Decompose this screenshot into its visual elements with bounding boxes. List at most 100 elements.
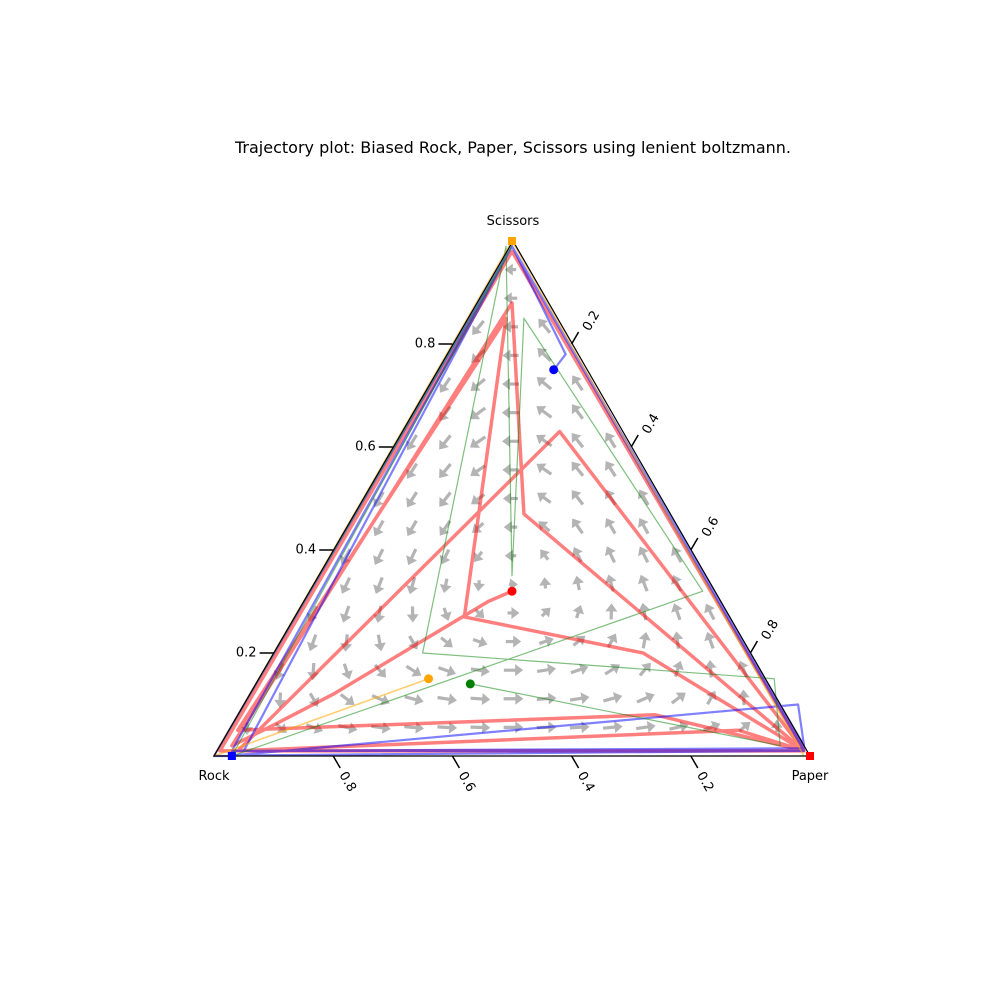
chart-title: Trajectory plot: Biased Rock, Paper, Sci… bbox=[234, 138, 791, 157]
field-arrow-head bbox=[474, 608, 485, 619]
field-arrow-head bbox=[470, 494, 481, 505]
field-arrow-head bbox=[406, 497, 417, 508]
field-arrow-head bbox=[544, 635, 554, 647]
field-arrow-head bbox=[472, 325, 482, 336]
tick-label: 0.4 bbox=[574, 769, 597, 794]
field-arrow-head bbox=[672, 660, 684, 671]
field-arrow-head bbox=[578, 663, 589, 675]
field-arrow-head bbox=[536, 434, 547, 445]
field-arrow-head bbox=[340, 613, 352, 623]
markers bbox=[227, 237, 814, 760]
field-arrow-head bbox=[638, 574, 650, 585]
field-arrow-head bbox=[406, 614, 419, 623]
field-arrow-head bbox=[504, 263, 513, 276]
tick-mark bbox=[749, 640, 759, 654]
field-arrow-head bbox=[274, 699, 287, 709]
tick-label: 0.4 bbox=[640, 411, 663, 436]
simplex-boundary bbox=[212, 239, 812, 757]
field-arrow-head bbox=[470, 381, 481, 391]
field-arrow-head bbox=[481, 693, 491, 706]
field-arrow-head bbox=[502, 463, 511, 476]
field-arrow-head bbox=[604, 574, 617, 584]
field-arrow-head bbox=[472, 582, 485, 592]
field-arrow-head bbox=[470, 466, 481, 477]
field-arrow-head bbox=[306, 641, 319, 652]
field-arrow-head bbox=[340, 583, 351, 594]
trajectory-end-marker bbox=[508, 237, 516, 245]
field-arrow-head bbox=[440, 611, 452, 621]
field-arrow-head bbox=[373, 614, 386, 624]
field-arrow-head bbox=[503, 521, 512, 534]
field-arrow-head bbox=[406, 468, 417, 479]
field-arrow-head bbox=[646, 720, 656, 733]
vertex-label-paper: Paper bbox=[792, 769, 829, 784]
field-arrow-head bbox=[439, 439, 449, 450]
field-arrow-head bbox=[373, 526, 384, 537]
tick-label: 0.8 bbox=[336, 769, 359, 794]
field-arrow-head bbox=[604, 432, 616, 443]
field-arrow-head bbox=[704, 631, 716, 642]
field-arrow-head bbox=[604, 546, 616, 557]
tick-label: 0.6 bbox=[455, 769, 478, 794]
vector-field bbox=[241, 263, 783, 736]
field-arrow-head bbox=[515, 664, 524, 677]
field-arrow-head bbox=[547, 663, 557, 676]
field-arrow-head bbox=[439, 382, 450, 393]
field-arrow-head bbox=[704, 659, 717, 669]
field-arrow-head bbox=[571, 490, 582, 501]
field-arrow-head bbox=[604, 461, 616, 472]
tick-mark bbox=[332, 755, 341, 769]
field-arrow-head bbox=[414, 693, 424, 706]
field-arrow-head bbox=[406, 555, 418, 566]
field-arrow-head bbox=[571, 461, 582, 472]
tick-label: 0.6 bbox=[355, 440, 376, 455]
field-arrow-head bbox=[644, 692, 655, 704]
field-arrow-head bbox=[571, 404, 582, 415]
field-arrow-head bbox=[675, 692, 686, 703]
vertex-label-scissors: Scissors bbox=[487, 214, 540, 229]
field-arrow-head bbox=[614, 721, 623, 734]
field-arrow-head bbox=[612, 692, 623, 704]
trajectory-start-point bbox=[549, 365, 559, 375]
tick-label: 0.2 bbox=[580, 308, 603, 333]
field-arrow-head bbox=[540, 607, 551, 618]
field-arrow-head bbox=[539, 577, 552, 586]
field-arrow-head bbox=[406, 526, 417, 537]
tick-label: 0.2 bbox=[236, 646, 257, 661]
field-arrow-head bbox=[638, 631, 651, 641]
field-arrow-head bbox=[376, 667, 386, 678]
field-arrow-head bbox=[406, 440, 417, 451]
tick-mark bbox=[570, 755, 580, 769]
field-arrow-head bbox=[704, 603, 715, 614]
field-arrow-head bbox=[638, 546, 649, 557]
tick-label: 0.8 bbox=[415, 337, 436, 352]
field-arrow-head bbox=[448, 693, 457, 706]
field-arrow-head bbox=[638, 602, 650, 612]
field-arrow-head bbox=[373, 497, 384, 508]
field-arrow-head bbox=[478, 636, 488, 648]
trajectory-line bbox=[218, 249, 806, 753]
tick-label: 0.2 bbox=[693, 769, 716, 794]
field-arrow-head bbox=[373, 642, 386, 652]
tick-label: 0.6 bbox=[699, 514, 722, 539]
field-arrow-head bbox=[547, 692, 557, 705]
trajectory-start-point bbox=[424, 674, 434, 684]
field-arrow-head bbox=[572, 605, 585, 615]
field-arrow-head bbox=[536, 463, 547, 474]
field-arrow-head bbox=[511, 606, 520, 619]
field-arrow-head bbox=[442, 637, 453, 648]
field-arrow-head bbox=[536, 406, 547, 416]
field-arrow-head bbox=[344, 695, 355, 705]
tick-mark bbox=[690, 537, 699, 551]
vertex-label-rock: Rock bbox=[198, 769, 230, 784]
field-arrow-head bbox=[502, 349, 511, 362]
field-arrow-head bbox=[348, 722, 358, 734]
field-arrow-head bbox=[439, 496, 449, 507]
field-arrow-head bbox=[580, 692, 590, 705]
field-arrow-head bbox=[740, 721, 751, 732]
field-arrow-head bbox=[406, 584, 418, 595]
tick-label: 0.4 bbox=[296, 543, 317, 558]
field-arrow-head bbox=[503, 292, 512, 305]
field-arrow-head bbox=[638, 518, 649, 528]
field-arrow-head bbox=[513, 635, 522, 648]
